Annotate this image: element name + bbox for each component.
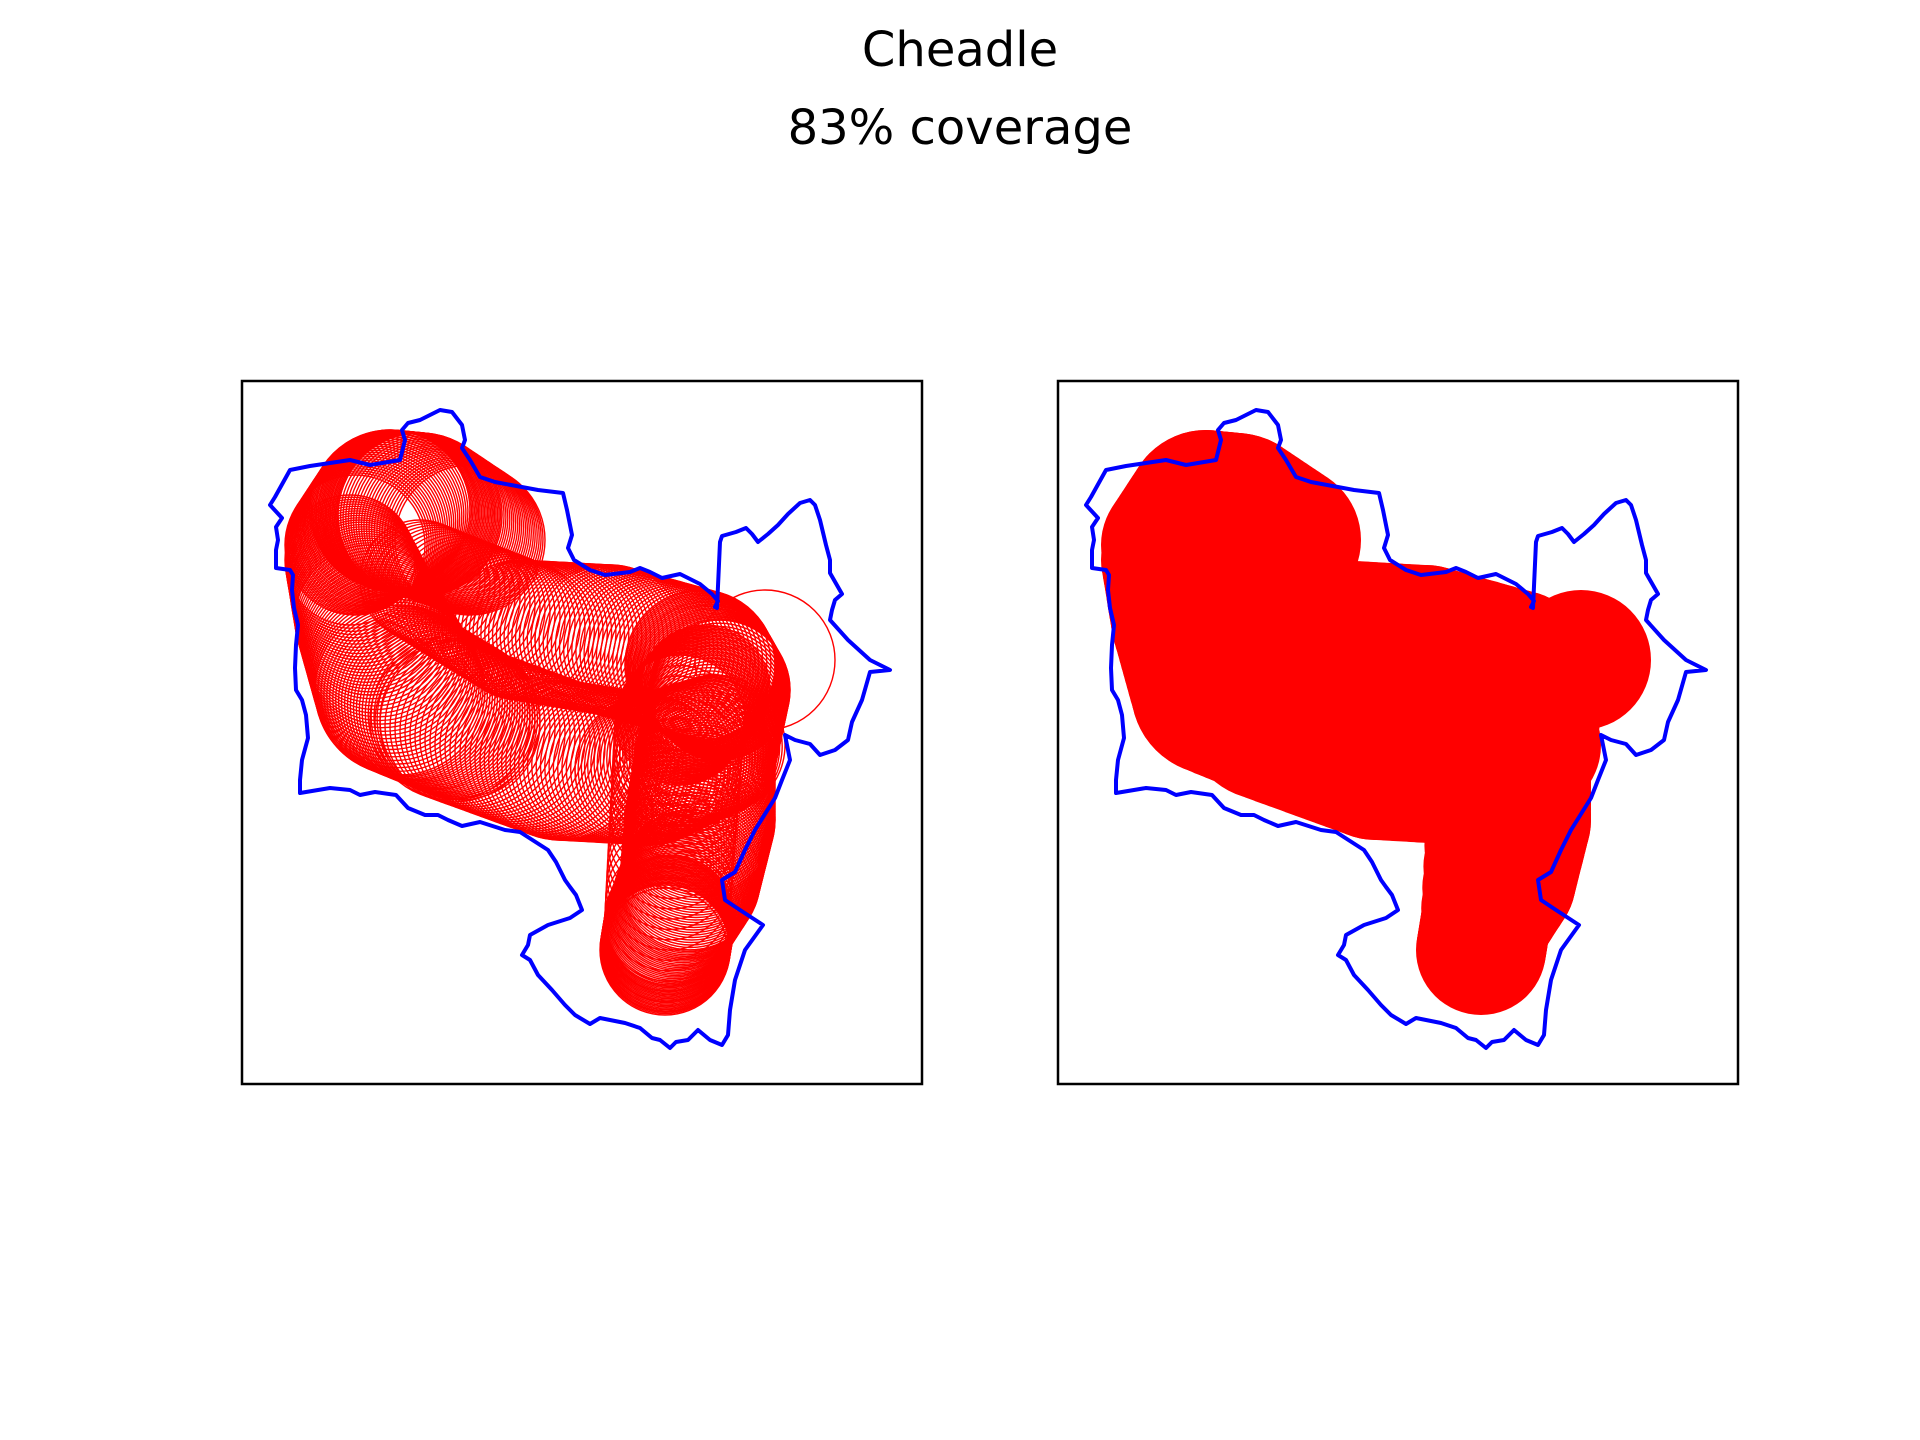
coverage-circle (634, 629, 767, 762)
coverage-circle (633, 631, 765, 763)
left-coverage-circles (284, 429, 836, 1016)
coverage-circle (387, 532, 516, 660)
coverage-circle (383, 458, 538, 613)
coverage-circle (621, 646, 753, 778)
left-panel-frame (240, 379, 924, 1086)
coverage-circle (379, 528, 506, 655)
coverage-disc (1511, 590, 1651, 730)
coverage-circle (332, 613, 501, 783)
coverage-disc (1419, 888, 1543, 1012)
coverage-circle (302, 568, 463, 729)
right-area-boundary (1084, 408, 1708, 1050)
right-coverage-fill (1101, 430, 1651, 1015)
coverage-circle (622, 644, 754, 777)
coverage-circle (620, 647, 752, 779)
coverage-circle (625, 640, 758, 773)
coverage-circle (439, 664, 601, 827)
coverage-circle (373, 452, 530, 610)
right-map-panel (1056, 379, 1740, 1086)
coverage-circle (629, 636, 761, 768)
left-area-boundary (268, 408, 892, 1050)
coverage-circle (626, 639, 759, 771)
coverage-circle (630, 635, 762, 767)
coverage-circle (627, 637, 760, 770)
coverage-circle (620, 588, 772, 740)
coverage-circle (632, 632, 764, 764)
figure-title: Cheadle (861, 22, 1059, 78)
coverage-circle (624, 642, 756, 774)
coverage-circle (599, 884, 731, 1016)
right-panel-frame (1056, 379, 1740, 1086)
coverage-circle (631, 633, 763, 766)
coverage-circle (400, 537, 531, 668)
coverage-circle (432, 552, 571, 690)
coverage-circle (694, 589, 836, 731)
left-map-panel (240, 379, 924, 1086)
coverage-circle (343, 620, 511, 787)
figure-subtitle: 83% coverage (787, 100, 1133, 156)
coverage-circle (602, 887, 728, 1013)
coverage-circle (412, 542, 546, 677)
coverage-circle (639, 624, 771, 756)
